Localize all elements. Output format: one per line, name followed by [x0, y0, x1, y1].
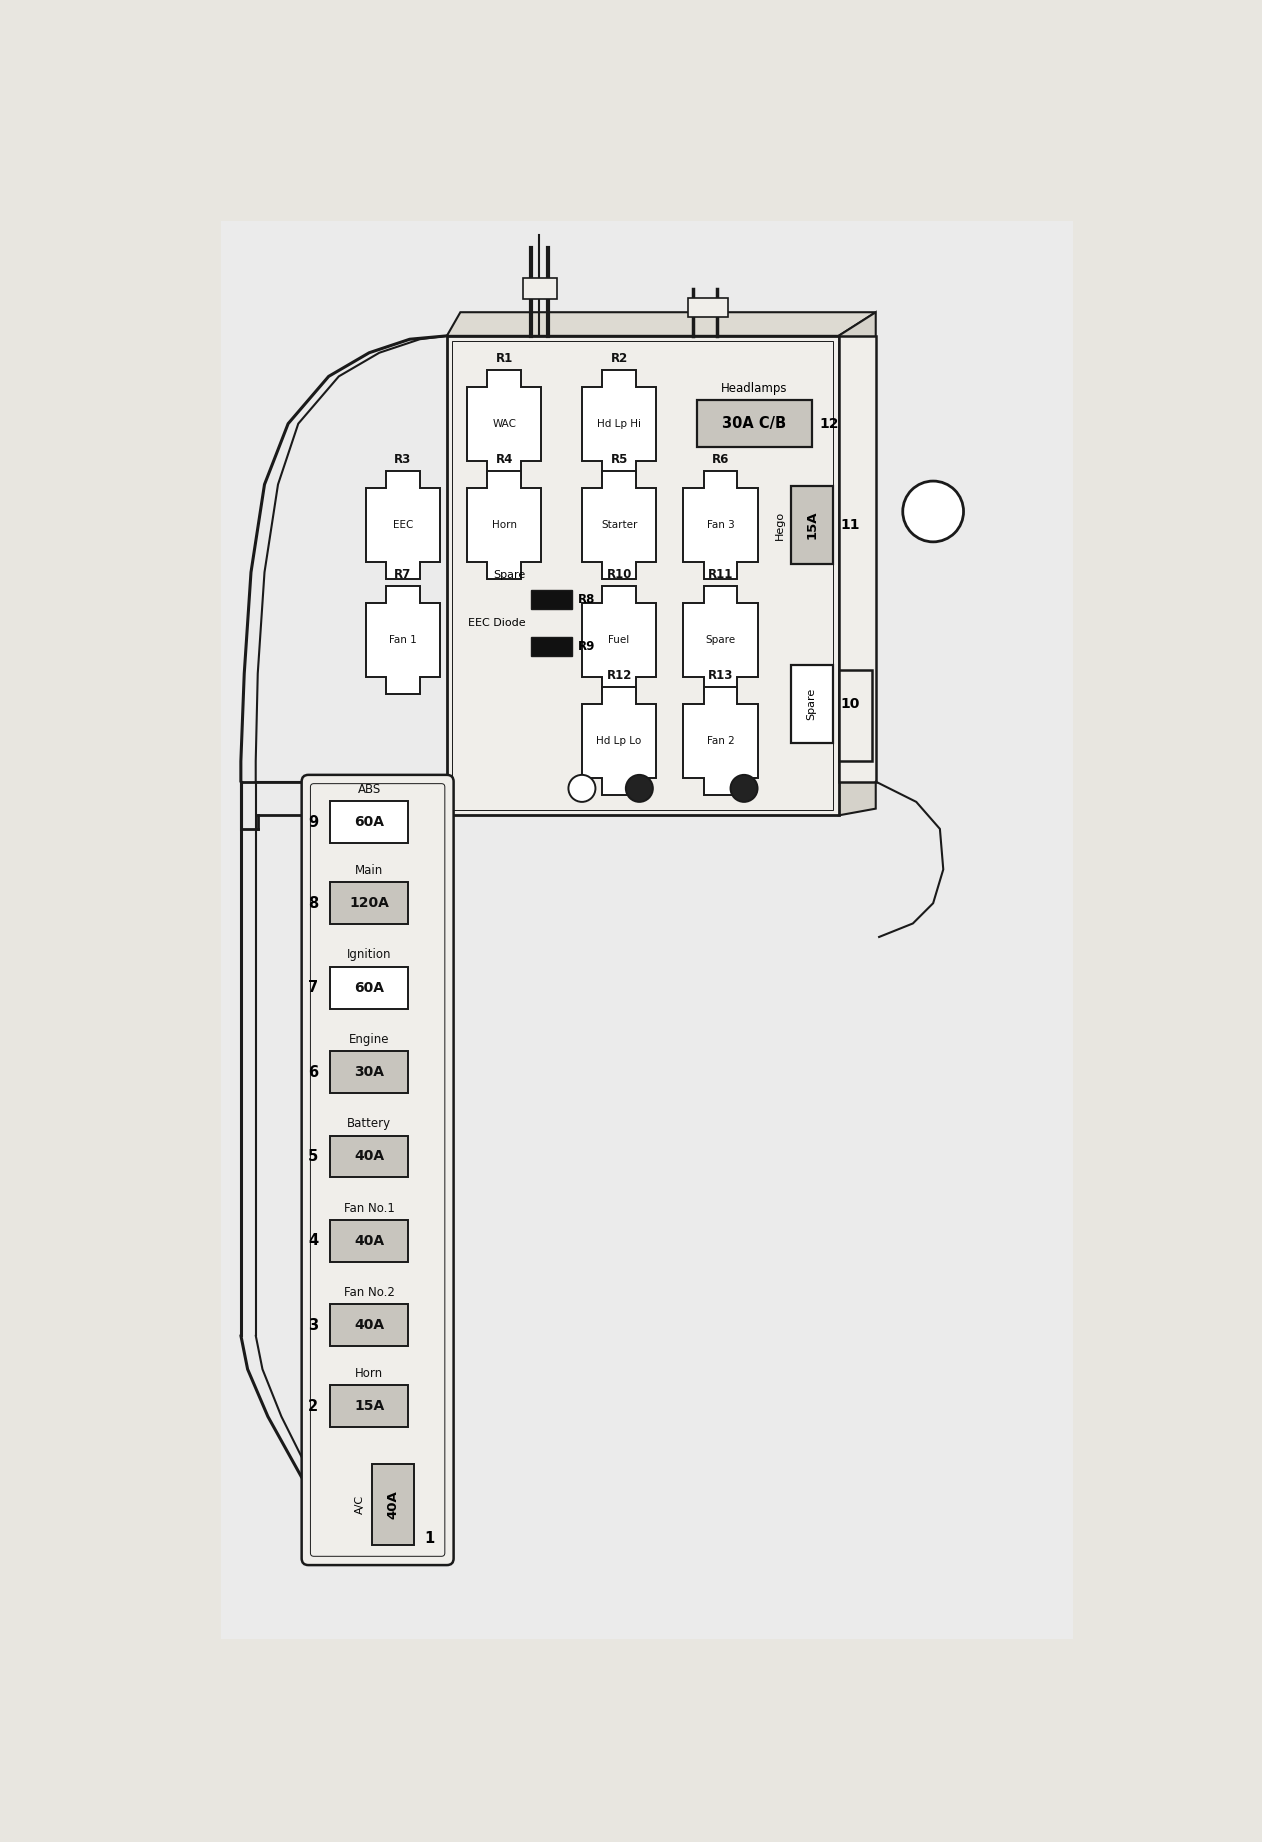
Text: 60A: 60A [355, 816, 384, 829]
Polygon shape [366, 472, 440, 578]
Text: WAC: WAC [492, 418, 516, 429]
Text: 60A: 60A [355, 980, 384, 995]
Text: 30A: 30A [355, 1065, 384, 1079]
Text: EEC Diode: EEC Diode [468, 617, 525, 628]
Text: Horn: Horn [355, 1367, 384, 1380]
Polygon shape [683, 687, 757, 796]
Polygon shape [582, 586, 656, 694]
Text: Headlamps: Headlamps [721, 381, 787, 394]
Bar [838, 670, 872, 761]
Text: 5: 5 [308, 1149, 318, 1164]
Text: Fan No.2: Fan No.2 [343, 1286, 395, 1299]
Circle shape [902, 481, 964, 542]
Text: R5: R5 [611, 453, 627, 466]
FancyBboxPatch shape [302, 775, 453, 1566]
Bar [331, 801, 408, 844]
Text: 1: 1 [424, 1531, 434, 1545]
Polygon shape [366, 586, 440, 694]
Polygon shape [467, 472, 541, 578]
Text: Spare: Spare [493, 571, 525, 580]
Text: Main: Main [355, 864, 384, 877]
Text: Starter: Starter [601, 519, 637, 530]
Text: Fuel: Fuel [608, 635, 630, 645]
Text: A/C: A/C [355, 1494, 365, 1514]
Text: 30A C/B: 30A C/B [722, 416, 786, 431]
Text: 7: 7 [308, 980, 318, 995]
Text: R6: R6 [712, 453, 729, 466]
Bar [331, 1219, 408, 1262]
Text: R1: R1 [496, 352, 512, 365]
Text: 40A: 40A [355, 1319, 384, 1332]
Text: 40A: 40A [355, 1234, 384, 1247]
Polygon shape [582, 687, 656, 796]
Bar [331, 967, 408, 1009]
Circle shape [626, 775, 652, 801]
Text: 6: 6 [308, 1065, 318, 1079]
Text: ABS: ABS [357, 783, 381, 796]
Text: Hd Lp Hi: Hd Lp Hi [597, 418, 641, 429]
Bar [447, 335, 838, 816]
Text: Engine: Engine [348, 1033, 390, 1046]
Bar [530, 589, 573, 608]
Bar [331, 1135, 408, 1177]
Bar [331, 1385, 408, 1428]
Text: 10: 10 [840, 696, 859, 711]
Polygon shape [838, 311, 876, 816]
Text: 15A: 15A [355, 1400, 385, 1413]
Text: R2: R2 [611, 352, 627, 365]
Text: Spare: Spare [705, 635, 736, 645]
Text: Battery: Battery [347, 1116, 391, 1131]
Text: Fan 3: Fan 3 [707, 519, 734, 530]
Bar [331, 1304, 408, 1347]
Circle shape [568, 775, 596, 801]
Text: 4: 4 [308, 1234, 318, 1249]
Polygon shape [447, 311, 876, 335]
Polygon shape [683, 586, 757, 694]
Text: R3: R3 [394, 453, 411, 466]
Text: 12: 12 [820, 416, 839, 431]
Bar [331, 882, 408, 925]
Text: R7: R7 [394, 567, 411, 580]
Polygon shape [582, 472, 656, 578]
Polygon shape [467, 370, 541, 477]
Text: R12: R12 [607, 669, 632, 682]
Text: 120A: 120A [350, 897, 389, 910]
Circle shape [731, 775, 757, 801]
Bar [688, 298, 728, 317]
Text: 40A: 40A [386, 1490, 399, 1518]
Bar [530, 637, 573, 656]
Text: 40A: 40A [355, 1149, 384, 1164]
Text: Horn: Horn [492, 519, 516, 530]
Text: Hd Lp Lo: Hd Lp Lo [597, 737, 641, 746]
Bar [790, 486, 833, 564]
Text: R4: R4 [496, 453, 512, 466]
Text: 2: 2 [308, 1398, 318, 1415]
Bar [790, 665, 833, 742]
Bar [372, 1464, 414, 1545]
Text: Hego: Hego [775, 510, 785, 540]
Text: 9: 9 [308, 814, 318, 829]
Bar [452, 341, 833, 810]
Text: Fan 2: Fan 2 [707, 737, 734, 746]
Text: 3: 3 [308, 1317, 318, 1334]
Text: Spare: Spare [806, 687, 817, 720]
Bar [697, 400, 811, 448]
Polygon shape [582, 370, 656, 477]
Text: R10: R10 [607, 567, 632, 580]
Text: 8: 8 [308, 895, 318, 910]
Text: EEC: EEC [392, 519, 413, 530]
Text: 15A: 15A [805, 510, 818, 540]
Text: Fan 1: Fan 1 [389, 635, 416, 645]
Text: Fan No.1: Fan No.1 [343, 1201, 395, 1214]
Bar [331, 1052, 408, 1092]
Text: Ignition: Ignition [347, 949, 391, 962]
Text: R8: R8 [578, 593, 596, 606]
Bar [524, 278, 557, 298]
Text: 11: 11 [840, 518, 861, 532]
Polygon shape [683, 472, 757, 578]
Text: R13: R13 [708, 669, 733, 682]
Text: R9: R9 [578, 639, 596, 654]
Text: R11: R11 [708, 567, 733, 580]
Bar [838, 335, 876, 781]
